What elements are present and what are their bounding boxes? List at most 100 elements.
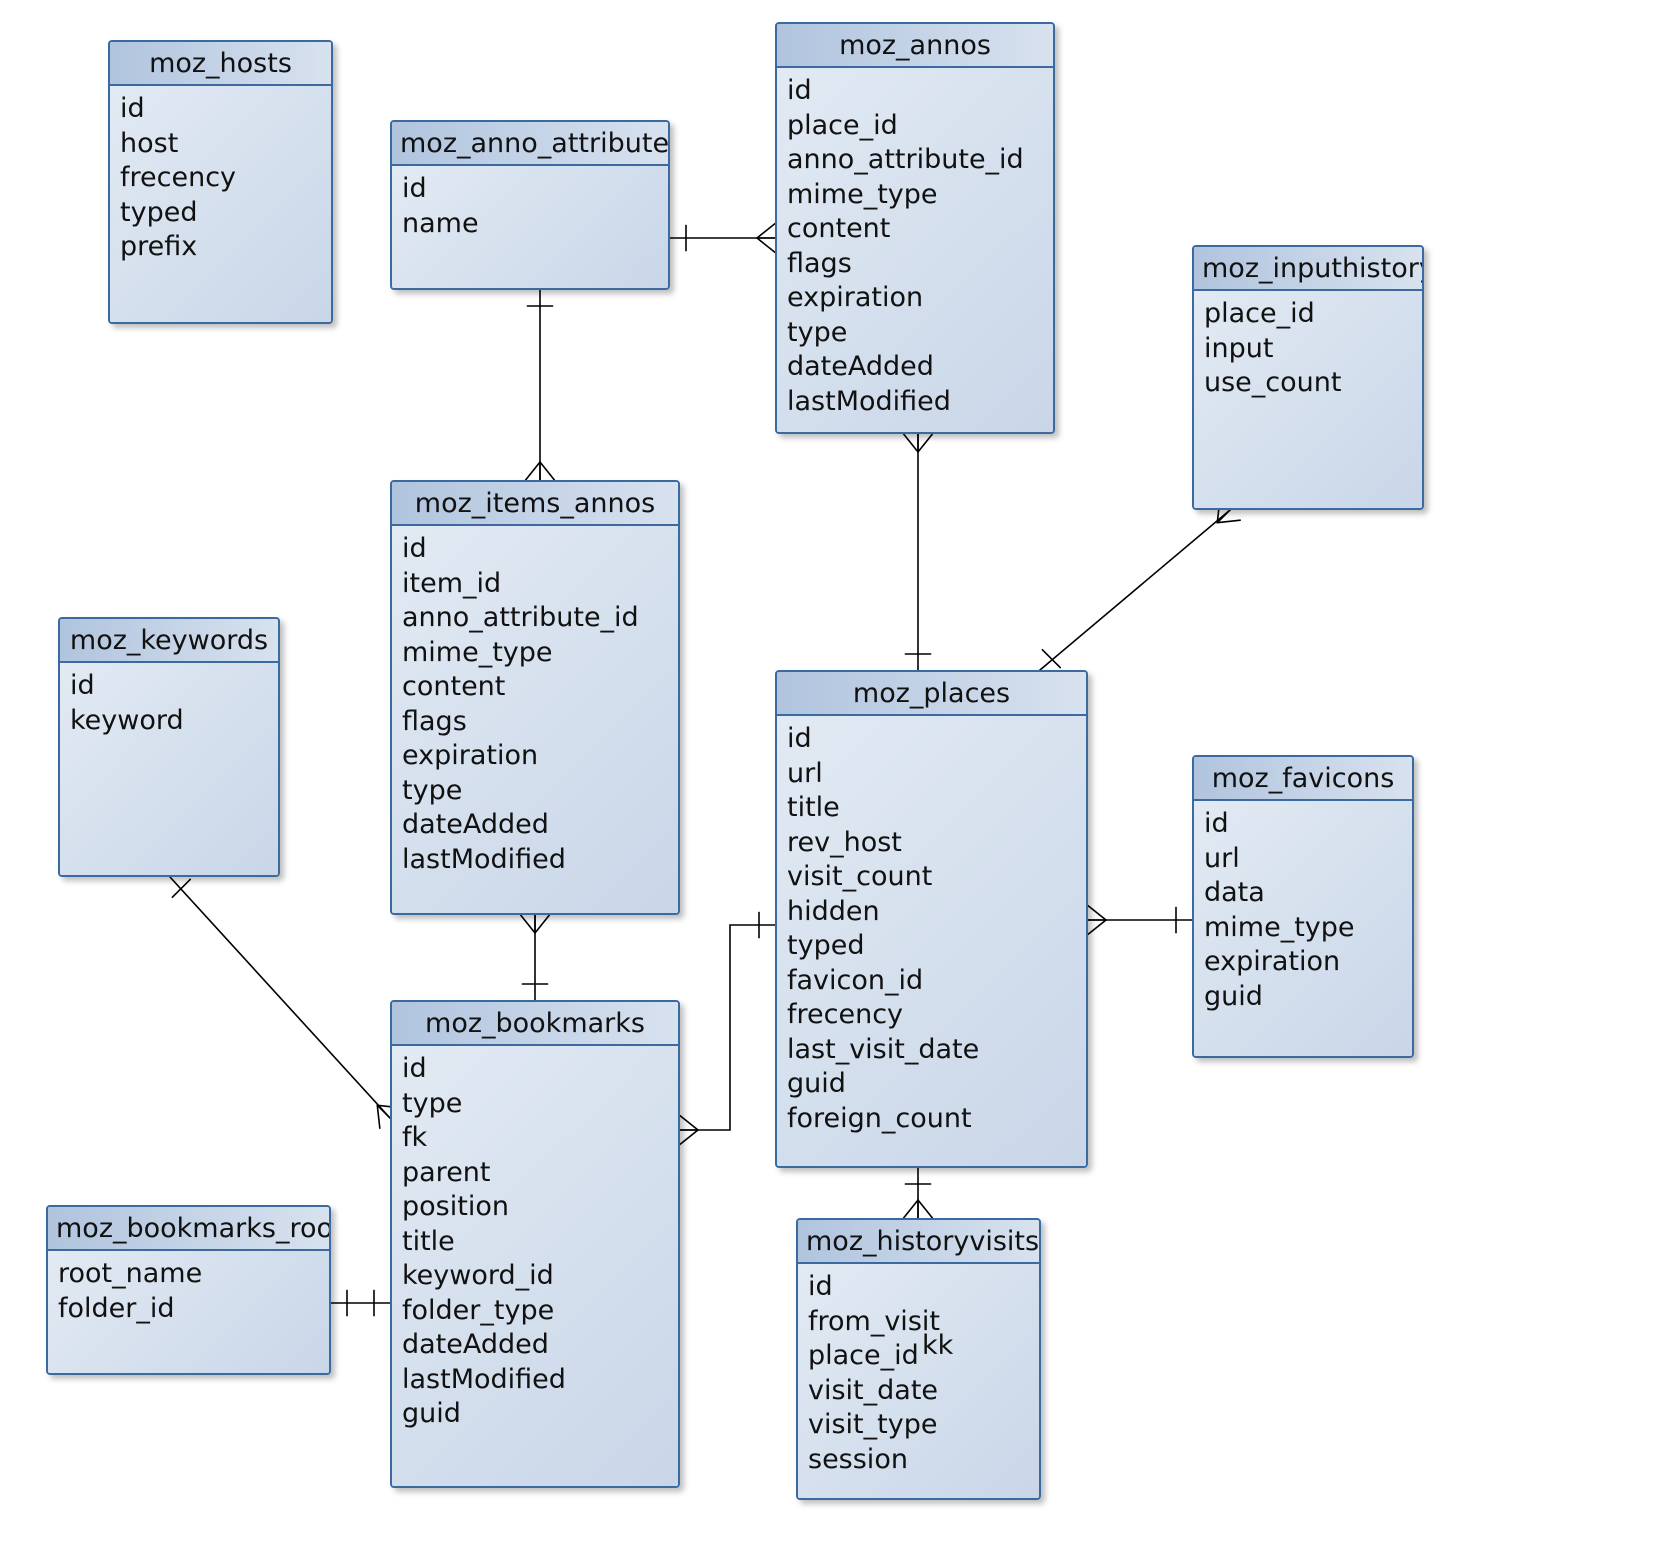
entity-field: url	[787, 757, 1076, 792]
entity-moz_bookmarks: moz_bookmarksidtypefkparentpositiontitle…	[390, 1000, 680, 1488]
entity-moz_annos: moz_annosidplace_idanno_attribute_idmime…	[775, 22, 1055, 434]
entity-field: id	[787, 722, 1076, 757]
entity-field: dateAdded	[402, 808, 668, 843]
entity-field: folder_type	[402, 1294, 668, 1329]
entity-field: dateAdded	[402, 1328, 668, 1363]
entity-field: input	[1204, 332, 1412, 367]
entity-header: moz_places	[777, 672, 1086, 716]
entity-field: visit_type	[808, 1408, 1029, 1443]
entity-field: anno_attribute_id	[787, 143, 1043, 178]
entity-body: idfrom_visitplace_idvisit_datevisit_type…	[798, 1264, 1039, 1500]
edge-bookmarks__places	[680, 925, 775, 1130]
entity-field: visit_date	[808, 1374, 1029, 1409]
entity-field: title	[787, 791, 1076, 826]
entity-field: item_id	[402, 567, 668, 602]
entity-field: expiration	[787, 281, 1043, 316]
entity-field: folder_id	[58, 1292, 319, 1327]
entity-field: fk	[402, 1121, 668, 1156]
entity-header: moz_items_annos	[392, 482, 678, 526]
entity-field: foreign_count	[787, 1102, 1076, 1137]
entity-body: iditem_idanno_attribute_idmime_typeconte…	[392, 526, 678, 915]
entity-field: id	[1204, 807, 1402, 842]
entity-field: last_visit_date	[787, 1033, 1076, 1068]
entity-body: idkeyword	[60, 663, 278, 877]
entity-field: flags	[402, 705, 668, 740]
entity-body: root_namefolder_id	[48, 1251, 329, 1375]
entity-field: prefix	[120, 230, 321, 265]
entity-field: name	[402, 207, 658, 242]
entity-body: idtypefkparentpositiontitlekeyword_idfol…	[392, 1046, 678, 1488]
entity-field: type	[787, 316, 1043, 351]
entity-header: moz_hosts	[110, 42, 331, 86]
entity-moz_items_annos: moz_items_annosiditem_idanno_attribute_i…	[390, 480, 680, 915]
entity-field: mime_type	[1204, 911, 1402, 946]
entity-body: idname	[392, 166, 668, 290]
entity-field: data	[1204, 876, 1402, 911]
entity-header: moz_bookmarks_root	[48, 1207, 329, 1251]
entity-body: idhostfrecencytypedprefix	[110, 86, 331, 324]
er-diagram-canvas: moz_hostsidhostfrecencytypedprefixmoz_an…	[0, 0, 1653, 1558]
entity-header: moz_annos	[777, 24, 1053, 68]
entity-header: moz_favicons	[1194, 757, 1412, 801]
entity-field: id	[787, 74, 1043, 109]
entity-field: host	[120, 127, 321, 162]
entity-body: idurltitlerev_hostvisit_counthiddentyped…	[777, 716, 1086, 1168]
entity-field: frecency	[120, 161, 321, 196]
entity-moz_anno_attributes: moz_anno_attributesidname	[390, 120, 670, 290]
entity-field: expiration	[402, 739, 668, 774]
entity-field: use_count	[1204, 366, 1412, 401]
entity-field: lastModified	[402, 843, 668, 878]
entity-field: url	[1204, 842, 1402, 877]
entity-field: favicon_id	[787, 964, 1076, 999]
entity-moz_historyvisits: moz_historyvisitsidfrom_visitplace_idvis…	[796, 1218, 1041, 1500]
entity-field: mime_type	[402, 636, 668, 671]
entity-field: parent	[402, 1156, 668, 1191]
entity-field: title	[402, 1225, 668, 1260]
entity-field: guid	[402, 1397, 668, 1432]
entity-moz_hosts: moz_hostsidhostfrecencytypedprefix	[108, 40, 333, 324]
entity-field: position	[402, 1190, 668, 1225]
entity-header: moz_keywords	[60, 619, 278, 663]
entity-field: frecency	[787, 998, 1076, 1033]
entity-field: keyword_id	[402, 1259, 668, 1294]
entity-moz_places: moz_placesidurltitlerev_hostvisit_counth…	[775, 670, 1088, 1168]
entity-header: moz_inputhistory	[1194, 247, 1422, 291]
entity-field: typed	[787, 929, 1076, 964]
entity-header: moz_bookmarks	[392, 1002, 678, 1046]
entity-header: moz_historyvisits	[798, 1220, 1039, 1264]
entity-field: id	[70, 669, 268, 704]
entity-field: content	[787, 212, 1043, 247]
entity-moz_favicons: moz_faviconsidurldatamime_typeexpiration…	[1192, 755, 1414, 1058]
entity-field: expiration	[1204, 945, 1402, 980]
entity-field: place_id	[1204, 297, 1412, 332]
entity-header: moz_anno_attributes	[392, 122, 668, 166]
edge-keywords__bookmarks	[170, 877, 390, 1118]
entity-field: guid	[1204, 980, 1402, 1015]
entity-field: id	[120, 92, 321, 127]
entity-field: type	[402, 774, 668, 809]
entity-field: lastModified	[787, 385, 1043, 420]
entity-field: from_visit	[808, 1305, 1029, 1340]
entity-field: hidden	[787, 895, 1076, 930]
entity-field: rev_host	[787, 826, 1076, 861]
entity-field: id	[402, 172, 658, 207]
entity-moz_keywords: moz_keywordsidkeyword	[58, 617, 280, 877]
extra-label: kk	[922, 1330, 953, 1361]
entity-field: id	[402, 532, 668, 567]
entity-field: keyword	[70, 704, 268, 739]
entity-field: place_id	[808, 1339, 1029, 1374]
entity-field: anno_attribute_id	[402, 601, 668, 636]
entity-field: dateAdded	[787, 350, 1043, 385]
entity-body: idplace_idanno_attribute_idmime_typecont…	[777, 68, 1053, 434]
entity-field: content	[402, 670, 668, 705]
entity-field: lastModified	[402, 1363, 668, 1398]
entity-moz_bookmarks_root: moz_bookmarks_rootroot_namefolder_id	[46, 1205, 331, 1375]
entity-field: flags	[787, 247, 1043, 282]
edge-inputhistory__places	[1040, 510, 1230, 670]
entity-field: id	[808, 1270, 1029, 1305]
entity-field: root_name	[58, 1257, 319, 1292]
entity-field: session	[808, 1443, 1029, 1478]
entity-field: typed	[120, 196, 321, 231]
entity-body: place_idinputuse_count	[1194, 291, 1422, 510]
entity-field: mime_type	[787, 178, 1043, 213]
